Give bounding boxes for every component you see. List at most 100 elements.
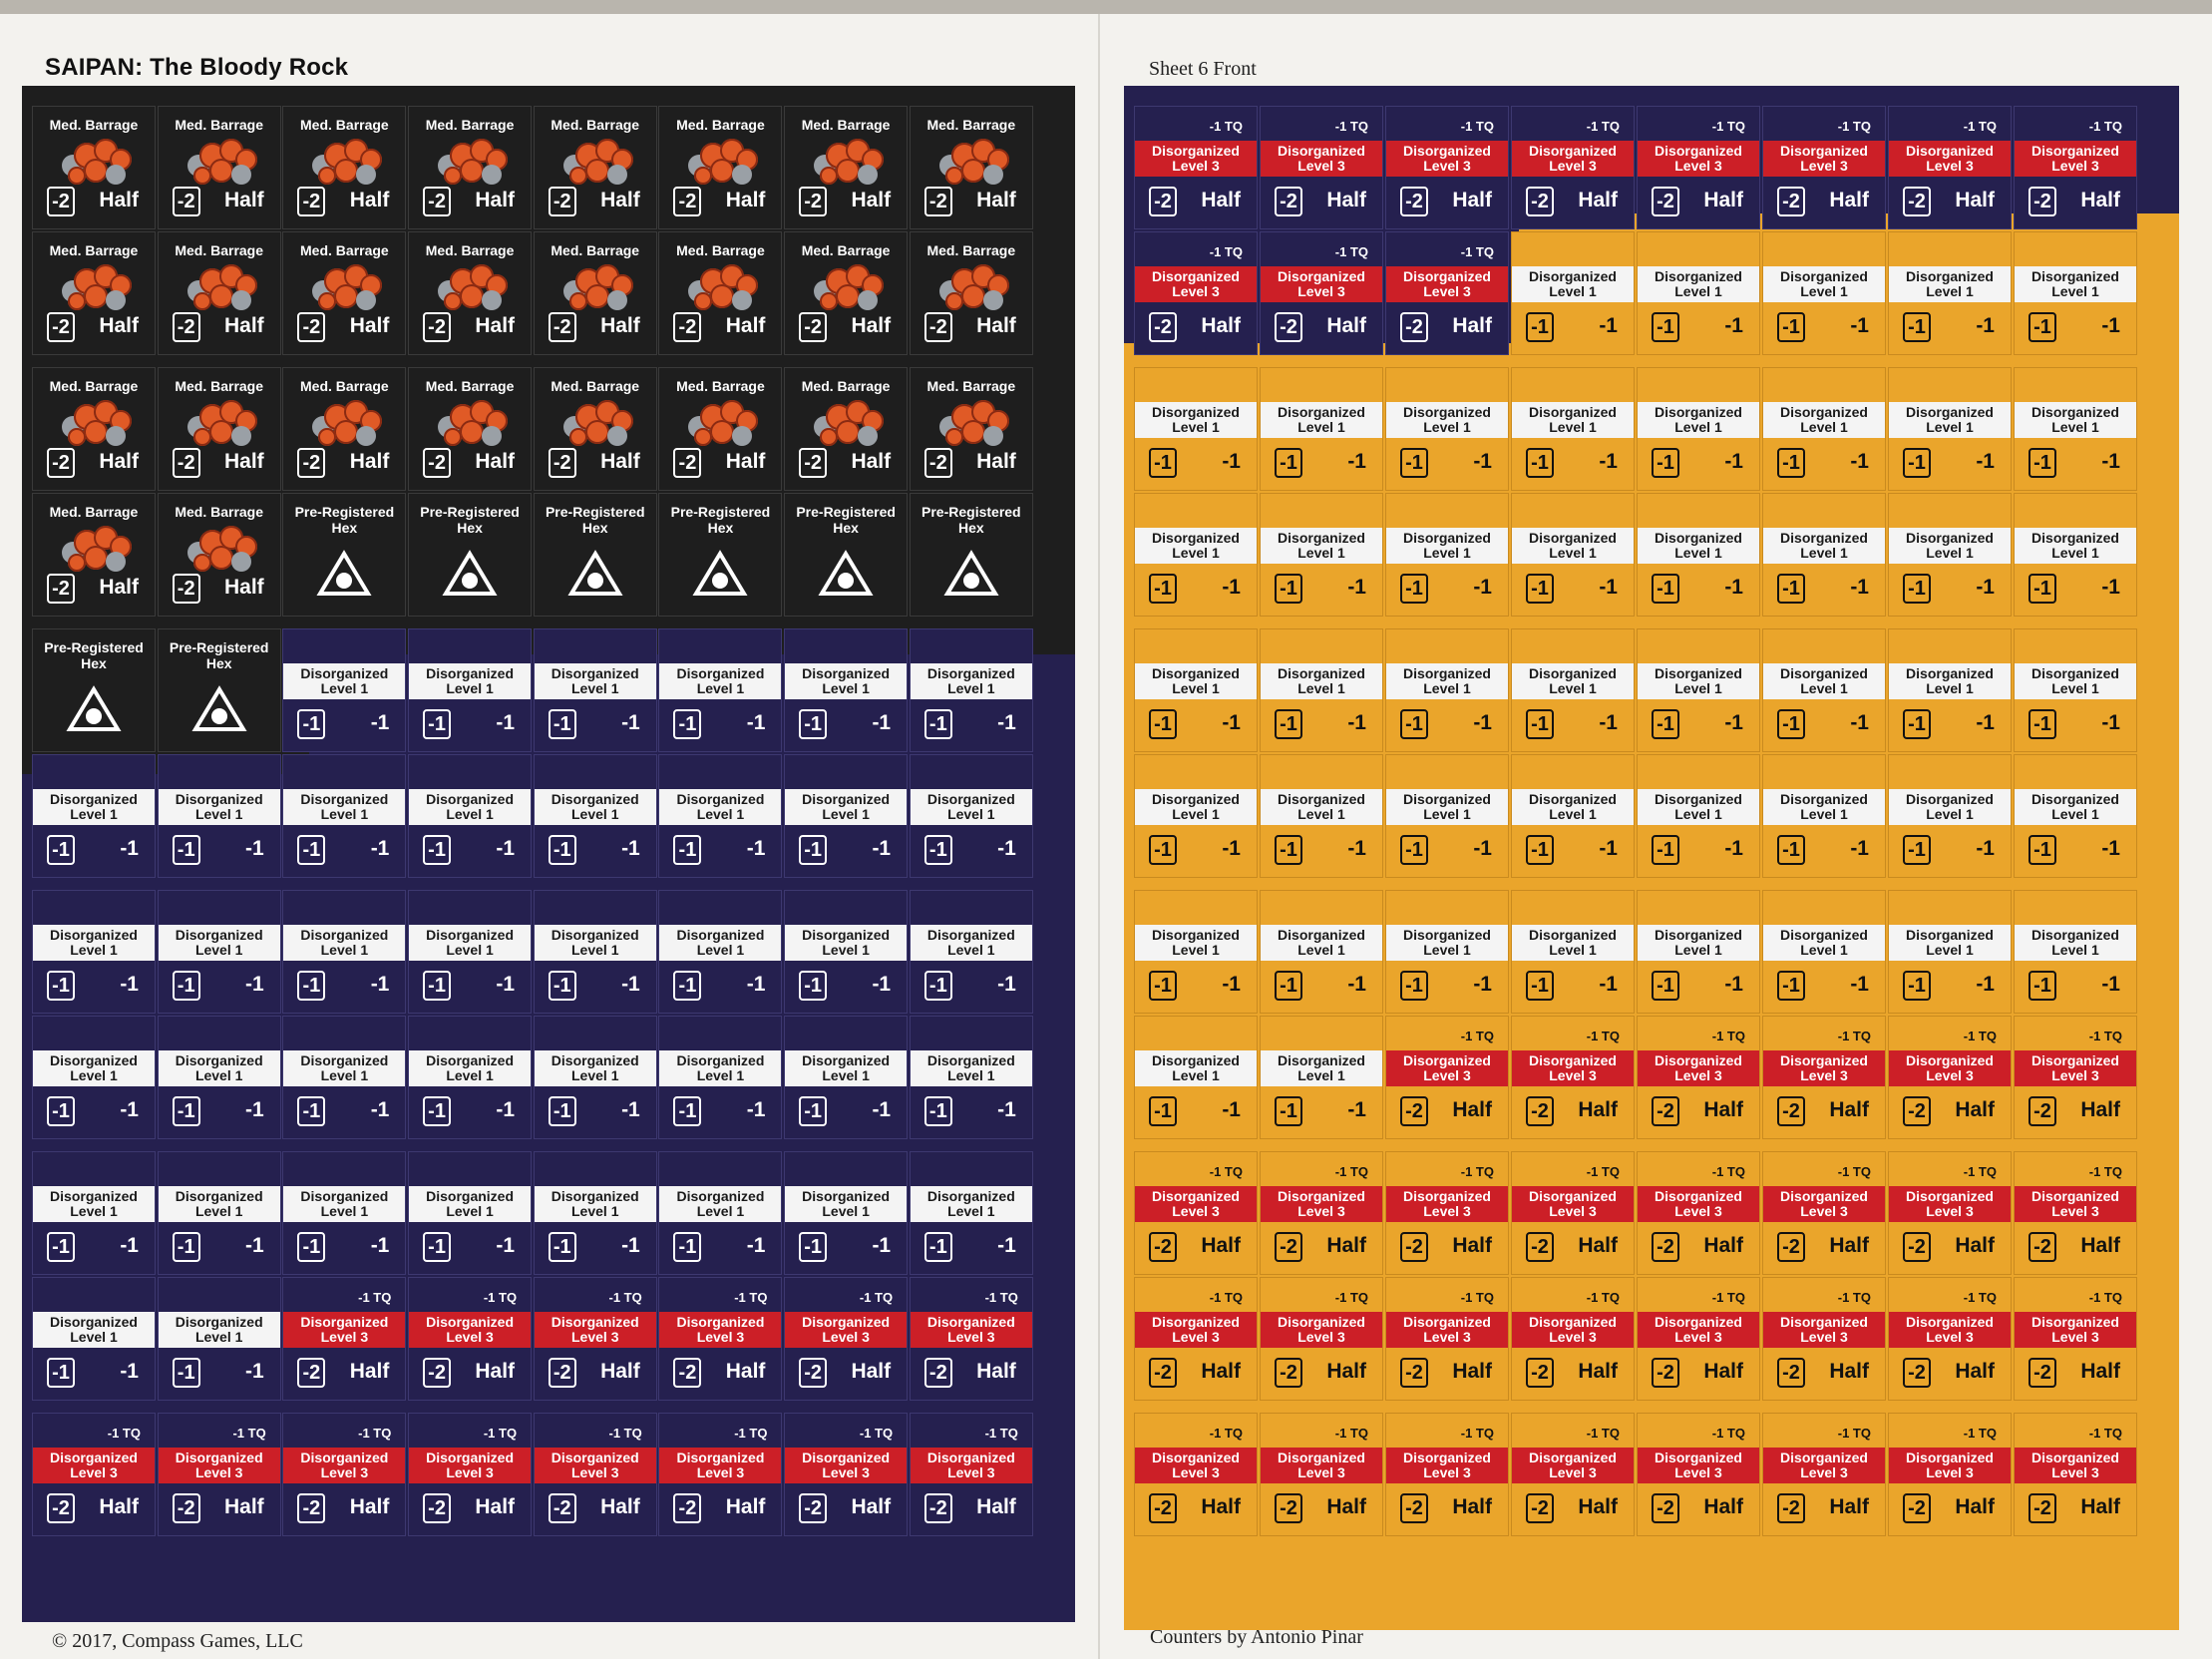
status-band: Disorganized Level 3 [1763, 1312, 1885, 1348]
counter-dis1: Disorganized Level 1 -1 -1 [32, 1016, 156, 1139]
counter-effect: Half [1201, 314, 1241, 337]
status-band: Disorganized Level 1 [1889, 528, 2011, 564]
counter-modifier: -2 [1777, 187, 1805, 216]
counter-effect: Half [349, 189, 390, 211]
status-band: Disorganized Level 1 [1889, 925, 2011, 961]
counter-dis3: -1 TQ Disorganized Level 3 -2 Half [1385, 1277, 1509, 1401]
explosion-icon [58, 398, 134, 446]
counter-modifier: -1 [1526, 835, 1554, 865]
counter-effect: -1 [496, 1234, 516, 1257]
counter-effect: -1 [120, 1360, 139, 1383]
counter-name: Med. Barrage [300, 117, 389, 133]
counter-effect: Half [1955, 1098, 1995, 1121]
status-band: Disorganized Level 1 [1889, 266, 2011, 302]
counter-dis1: Disorganized Level 1 -1 -1 [1637, 754, 1760, 878]
explosion-icon [559, 262, 635, 310]
counter-effect: -1 [1222, 1098, 1241, 1121]
sheet-title: SAIPAN: The Bloody Rock [45, 54, 349, 81]
counter-modifier: -1 [2028, 835, 2056, 865]
counter-effect: -1 [496, 1098, 516, 1121]
counter-modifier: -2 [172, 574, 200, 604]
counter-barrage: Med. Barrage -2 Half [282, 106, 407, 229]
counter-modifier: -2 [1275, 312, 1302, 342]
counter-effect: -1 [1473, 973, 1492, 996]
counter-effect: -1 [2101, 576, 2120, 599]
counter-effect: -1 [1724, 314, 1743, 337]
counter-modifier: -1 [799, 971, 828, 1001]
counter-modifier: -1 [1400, 835, 1428, 865]
counter-name: Med. Barrage [425, 117, 515, 133]
counter-dis1: Disorganized Level 1 -1 -1 [1385, 890, 1509, 1014]
counter-dis1: Disorganized Level 1 -1 -1 [157, 890, 281, 1014]
counter-effect: -1 [1222, 711, 1241, 734]
counter-prereg: Pre-Registered Hex [658, 493, 783, 617]
counter-effect: -1 [872, 837, 892, 860]
counter-modifier: -2 [923, 187, 952, 216]
counter-effect: Half [2080, 1234, 2120, 1257]
counter-modifier: -1 [1526, 709, 1554, 739]
counter-effect: -1 [621, 711, 640, 734]
counter-dis3: -1 TQ Disorganized Level 3 -2 Half [533, 1413, 657, 1536]
counter-modifier: -2 [1275, 187, 1302, 216]
status-band: Disorganized Level 1 [1512, 789, 1634, 825]
counter-dis1: Disorganized Level 1 -1 -1 [2014, 628, 2137, 752]
counter-effect: Half [2080, 1360, 2120, 1383]
counter-dis3: -1 TQ Disorganized Level 3 -2 Half [408, 1277, 533, 1401]
counter-modifier: -2 [172, 187, 200, 216]
counter-effect: Half [976, 450, 1016, 473]
status-band: Disorganized Level 1 [910, 1050, 1032, 1086]
counter-modifier: -2 [1903, 1232, 1931, 1262]
counter-dis3: -1 TQ Disorganized Level 3 -2 Half [1385, 1413, 1509, 1536]
counter-dis1: Disorganized Level 1 -1 -1 [1511, 493, 1635, 617]
tq-label: -1 TQ [2088, 1426, 2122, 1441]
counter-effect: Half [1326, 1360, 1366, 1383]
counter-dis3: -1 TQ Disorganized Level 3 -2 Half [1511, 1016, 1635, 1139]
counter-dis1: Disorganized Level 1 -1 -1 [1385, 493, 1509, 617]
counter-effect: -1 [1347, 973, 1366, 996]
counter-barrage: Med. Barrage -2 Half [658, 231, 783, 355]
tq-label: -1 TQ [483, 1290, 518, 1305]
status-band: Disorganized Level 1 [1135, 528, 1257, 564]
tq-label: -1 TQ [1837, 1164, 1871, 1179]
counter-dis3: -1 TQ Disorganized Level 3 -2 Half [1511, 1413, 1635, 1536]
counter-modifier: -2 [673, 1493, 702, 1523]
status-band: Disorganized Level 1 [785, 1186, 908, 1222]
counter-modifier: -2 [1400, 1358, 1428, 1388]
counter-effect: -1 [120, 1234, 139, 1257]
counter-effect: -1 [1976, 576, 1995, 599]
counter-name: Pre-Registered Hex [294, 504, 395, 536]
status-band: Disorganized Level 3 [2015, 141, 2136, 177]
counter-effect: -1 [1724, 576, 1743, 599]
counter-modifier: -2 [1400, 1096, 1428, 1126]
tq-label: -1 TQ [483, 1426, 518, 1441]
tq-label: -1 TQ [1837, 1029, 1871, 1043]
counter-modifier: -1 [2028, 971, 2056, 1001]
status-band: Disorganized Level 1 [2015, 402, 2136, 438]
counter-modifier: -1 [1149, 1096, 1177, 1126]
counter-modifier: -1 [47, 835, 75, 865]
tq-label: -1 TQ [2088, 1029, 2122, 1043]
counter-effect: -1 [1850, 973, 1869, 996]
tq-label: -1 TQ [2088, 1164, 2122, 1179]
counter-modifier: -2 [47, 1493, 75, 1523]
counter-modifier: -1 [47, 1358, 75, 1388]
status-band: Disorganized Level 1 [409, 789, 532, 825]
tq-label: -1 TQ [984, 1426, 1018, 1441]
counter-effect: -1 [1222, 576, 1241, 599]
status-band: Disorganized Level 3 [1386, 1050, 1508, 1086]
status-band: Disorganized Level 3 [1638, 1448, 1759, 1483]
counter-modifier: -2 [548, 187, 576, 216]
counter-name: Med. Barrage [551, 117, 640, 133]
status-band: Disorganized Level 1 [2015, 266, 2136, 302]
tq-label: -1 TQ [1711, 119, 1745, 134]
counter-effect: Half [1326, 1234, 1366, 1257]
counter-effect: -1 [370, 973, 390, 996]
tq-label: -1 TQ [1711, 1426, 1745, 1441]
counter-dis1: Disorganized Level 1 -1 -1 [784, 754, 909, 878]
counter-modifier: -1 [1777, 574, 1805, 604]
counter-modifier: -1 [47, 971, 75, 1001]
counter-modifier: -1 [1149, 835, 1177, 865]
counter-dis3: -1 TQ Disorganized Level 3 -2 Half [1511, 106, 1635, 229]
counter-dis1: Disorganized Level 1 -1 -1 [1134, 890, 1258, 1014]
counter-dis1: Disorganized Level 1 -1 -1 [1511, 628, 1635, 752]
